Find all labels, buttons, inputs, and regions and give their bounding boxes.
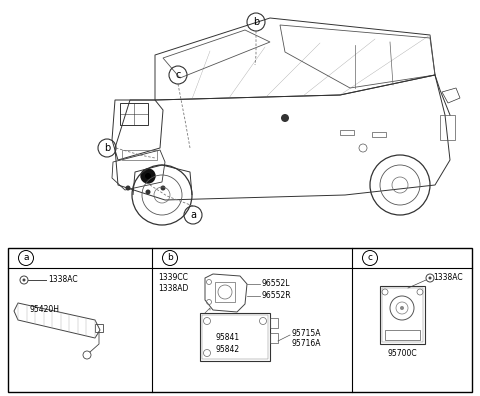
Text: 1338AC: 1338AC	[433, 274, 463, 282]
Text: 95841: 95841	[215, 333, 239, 343]
Circle shape	[23, 278, 25, 282]
Text: b: b	[167, 253, 173, 263]
Bar	[385, 330, 420, 340]
Bar	[382, 288, 423, 342]
Circle shape	[145, 173, 151, 179]
Bar	[440, 115, 455, 140]
Text: 95420H: 95420H	[30, 305, 60, 314]
Circle shape	[141, 169, 155, 183]
Circle shape	[160, 185, 166, 190]
Bar	[372, 132, 386, 137]
Bar	[340, 130, 354, 135]
Text: 1338AD: 1338AD	[158, 284, 188, 293]
Bar	[95, 324, 103, 332]
Text: 1339CC: 1339CC	[158, 273, 188, 282]
Bar	[380, 286, 425, 344]
Circle shape	[125, 185, 131, 190]
Text: c: c	[368, 253, 372, 263]
Text: b: b	[253, 17, 259, 27]
Text: 95716A: 95716A	[292, 339, 322, 348]
Circle shape	[429, 276, 432, 280]
Bar	[215, 282, 235, 302]
Text: 96552R: 96552R	[262, 291, 292, 301]
Circle shape	[281, 114, 289, 122]
Bar	[122, 150, 157, 160]
Text: a: a	[190, 210, 196, 220]
Bar	[8, 248, 472, 392]
Bar	[270, 318, 278, 328]
Text: 95700C: 95700C	[387, 350, 417, 358]
Text: 95715A: 95715A	[292, 329, 322, 337]
Text: b: b	[104, 143, 110, 153]
Circle shape	[145, 190, 151, 194]
Text: a: a	[23, 253, 29, 263]
Text: c: c	[175, 70, 180, 80]
Text: 1338AC: 1338AC	[48, 276, 78, 284]
Text: 96552L: 96552L	[262, 280, 290, 289]
Bar	[270, 333, 278, 343]
Circle shape	[400, 306, 404, 310]
Bar	[120, 103, 148, 125]
Bar	[202, 315, 268, 359]
Bar	[200, 313, 270, 361]
Text: 95842: 95842	[215, 345, 239, 354]
